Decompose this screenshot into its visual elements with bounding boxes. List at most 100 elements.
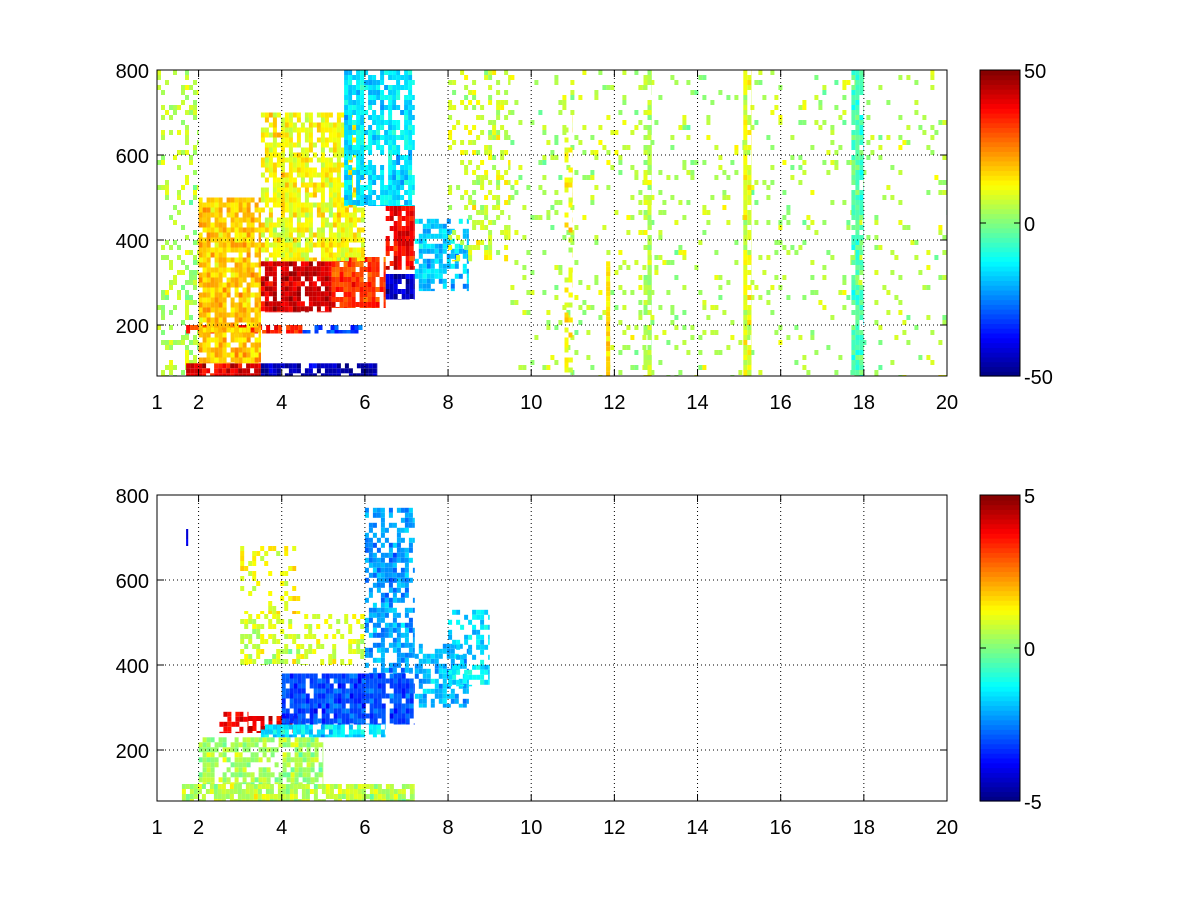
heatmap-cell <box>226 757 231 763</box>
heatmap-cell <box>508 75 511 80</box>
heatmap-cell <box>234 312 239 318</box>
heatmap-cell <box>500 100 505 105</box>
heatmap-cell <box>582 150 587 155</box>
heatmap-cell <box>405 784 410 789</box>
heatmap-cell <box>389 789 394 794</box>
heatmap-cell <box>522 235 527 240</box>
heatmap-cell <box>389 299 394 300</box>
heatmap-cell <box>242 757 247 763</box>
heatmap-cell <box>859 120 864 125</box>
heatmap-cell <box>381 678 386 684</box>
heatmap-cell <box>488 190 493 195</box>
heatmap-cell <box>376 582 381 588</box>
heatmap-cell <box>409 708 414 714</box>
heatmap-cell <box>242 347 247 353</box>
heatmap-cell <box>288 157 293 163</box>
heatmap-cell <box>205 789 210 794</box>
heatmap-cell <box>514 230 519 235</box>
heatmap-cell <box>305 703 310 709</box>
heatmap-cell <box>352 75 357 80</box>
heatmap-cell <box>747 190 752 195</box>
heatmap-cell <box>863 335 864 340</box>
heatmap-cell <box>342 330 347 334</box>
heatmap-cell <box>504 90 509 95</box>
heatmap-cell <box>230 327 235 333</box>
heatmap-cell <box>193 335 197 340</box>
heatmap-cell <box>320 252 325 258</box>
heatmap-cell <box>214 207 219 213</box>
heatmap-cell <box>405 251 410 256</box>
heatmap-cell <box>372 507 377 513</box>
heatmap-cell <box>564 187 569 193</box>
heatmap-cell <box>198 272 203 278</box>
heatmap-cell <box>296 724 301 730</box>
heatmap-region-16 <box>743 70 752 376</box>
heatmap-cell <box>504 70 509 75</box>
heatmap-cell <box>260 721 265 726</box>
heatmap-cell <box>320 182 325 188</box>
heatmap-cell <box>217 784 222 789</box>
heatmap-cell <box>276 261 281 267</box>
heatmap-cell <box>246 262 251 268</box>
heatmap-cell <box>292 237 297 243</box>
heatmap-cell <box>380 507 385 513</box>
heatmap-cell <box>280 177 285 183</box>
heatmap-cell <box>341 713 346 719</box>
heatmap-cell <box>169 340 173 345</box>
heatmap-cell <box>942 155 947 160</box>
heatmap-cell <box>274 325 279 330</box>
heatmap-cell <box>550 355 555 360</box>
heatmap-cell <box>360 95 365 100</box>
heatmap-cell <box>260 162 265 168</box>
heatmap-cell <box>418 238 423 244</box>
heatmap-cell <box>790 165 795 170</box>
heatmap-cell <box>276 177 281 183</box>
heatmap-cell <box>341 673 346 679</box>
heatmap-cell <box>368 105 373 110</box>
heatmap-cell <box>388 170 393 175</box>
heatmap-cell <box>830 200 835 205</box>
colorbar-swatch <box>980 113 1020 119</box>
heatmap-cell <box>214 322 219 328</box>
heatmap-cell <box>397 678 402 684</box>
heatmap-cell <box>348 80 353 85</box>
heatmap-cell <box>504 260 509 262</box>
heatmap-cell <box>462 228 467 234</box>
heatmap-cell <box>233 784 238 789</box>
heatmap-cell <box>316 368 321 374</box>
heatmap-cell <box>353 789 358 794</box>
heatmap-cell <box>276 202 281 208</box>
heatmap-cell <box>250 322 255 328</box>
heatmap-cell <box>218 272 223 278</box>
heatmap-cell <box>397 246 402 251</box>
heatmap-cell <box>337 673 342 679</box>
heatmap-cell <box>851 115 856 120</box>
heatmap-cell <box>434 218 439 224</box>
heatmap-cell <box>361 678 366 684</box>
heatmap-cell <box>258 363 261 369</box>
heatmap-cell <box>810 330 815 335</box>
heatmap-cell <box>292 311 297 313</box>
heatmap-cell <box>851 160 856 165</box>
heatmap-region-12 <box>344 70 415 206</box>
heatmap-cell <box>564 137 569 143</box>
heatmap-cell <box>285 789 290 794</box>
heatmap-cell <box>177 245 181 250</box>
heatmap-cell <box>446 218 451 224</box>
heatmap-cell <box>496 80 501 85</box>
heatmap-cell <box>324 252 329 258</box>
heatmap-cell <box>643 170 648 175</box>
colorbar-swatch <box>980 160 1020 167</box>
heatmap-cell <box>496 105 501 110</box>
heatmap-cell <box>418 273 423 279</box>
heatmap-cell <box>296 152 301 158</box>
heatmap-cell <box>218 347 223 353</box>
heatmap-cell <box>360 237 365 243</box>
heatmap-cell <box>830 160 835 165</box>
heatmap-cell <box>268 724 273 730</box>
heatmap-cell <box>339 277 344 282</box>
heatmap-cell <box>289 693 294 699</box>
heatmap-cell <box>223 721 228 727</box>
heatmap-cell <box>458 243 463 249</box>
heatmap-cell <box>574 260 579 265</box>
